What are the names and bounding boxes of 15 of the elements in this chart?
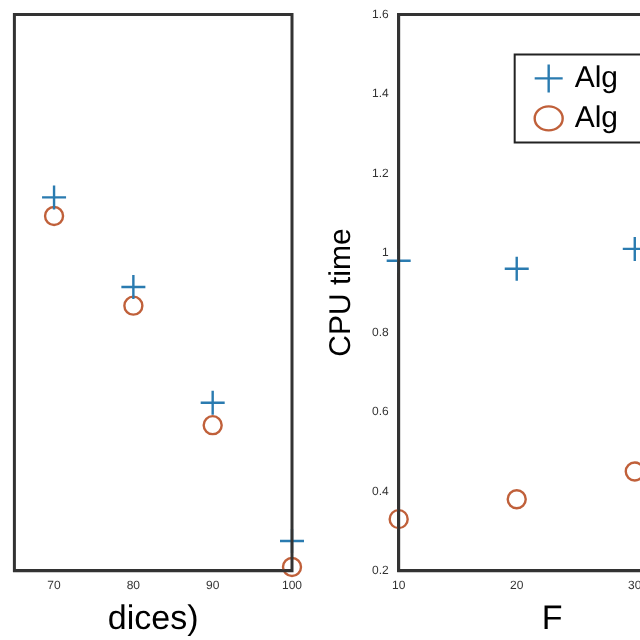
point — [503, 255, 530, 282]
legend-label: Alg — [574, 60, 619, 95]
point — [123, 295, 144, 316]
point — [199, 389, 226, 416]
point — [120, 273, 147, 301]
point — [506, 489, 527, 510]
point — [281, 556, 303, 578]
point — [40, 184, 68, 211]
point — [388, 508, 409, 530]
legend-label: Alg — [574, 100, 619, 135]
point — [43, 205, 65, 227]
y-axis-title: CPU time — [324, 228, 359, 357]
x-axis-title: F — [541, 598, 563, 637]
point — [202, 414, 223, 436]
x-axis-title: dices) — [107, 598, 199, 637]
